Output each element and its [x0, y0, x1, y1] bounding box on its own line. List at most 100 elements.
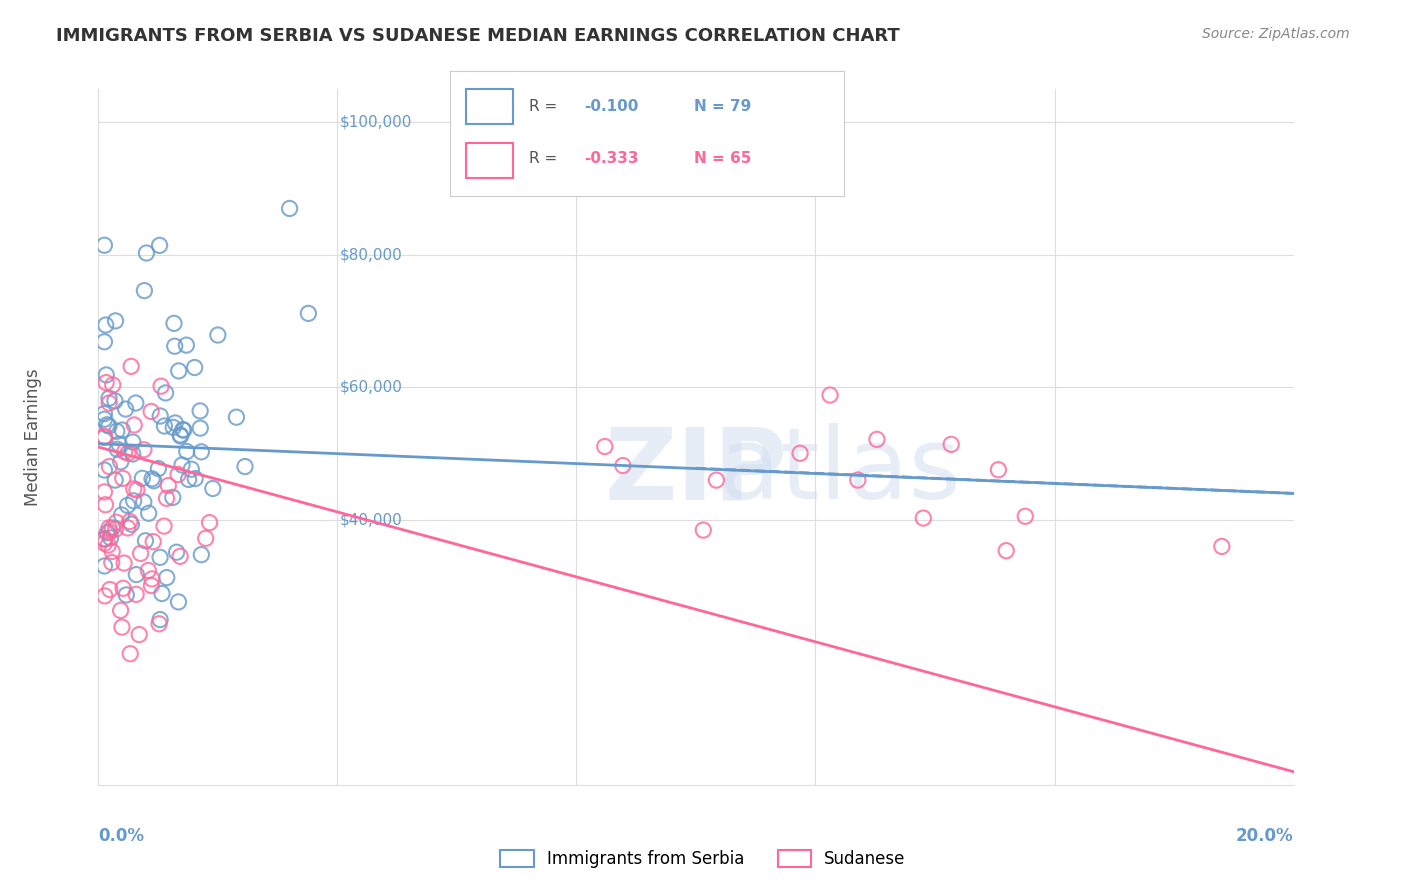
Point	[846, 473, 869, 487]
Point	[207, 328, 229, 343]
Point	[111, 423, 134, 437]
Point	[93, 430, 115, 444]
Point	[100, 556, 122, 570]
Point	[169, 428, 191, 442]
Point	[131, 471, 153, 485]
Point	[114, 402, 136, 417]
Point	[170, 458, 193, 472]
Point	[225, 410, 247, 425]
Point	[105, 424, 128, 438]
Point	[93, 536, 115, 550]
Point	[93, 533, 115, 547]
Point	[98, 396, 121, 410]
Point	[157, 478, 180, 492]
Point	[105, 516, 128, 530]
Point	[112, 582, 135, 596]
Point	[121, 447, 143, 461]
Point	[278, 202, 301, 216]
Text: Source: ZipAtlas.com: Source: ZipAtlas.com	[1202, 27, 1350, 41]
Text: N = 79: N = 79	[695, 99, 751, 114]
Point	[120, 647, 142, 661]
Point	[155, 491, 177, 506]
Text: -0.333: -0.333	[583, 152, 638, 166]
Point	[180, 462, 202, 476]
Point	[163, 339, 186, 353]
Point	[135, 246, 157, 260]
Point	[183, 360, 205, 375]
Point	[149, 613, 172, 627]
Point	[98, 524, 121, 539]
Text: $100,000: $100,000	[340, 115, 412, 130]
Point	[111, 620, 134, 634]
Point	[98, 391, 121, 405]
Point	[110, 508, 132, 522]
Point	[122, 493, 145, 508]
Point	[101, 544, 124, 558]
Point	[167, 595, 190, 609]
Point	[98, 459, 121, 474]
Point	[120, 359, 142, 374]
Point	[150, 586, 173, 600]
Point	[176, 444, 198, 458]
Point	[184, 472, 207, 486]
Point	[132, 495, 155, 509]
Point	[162, 420, 184, 434]
Point	[176, 338, 198, 352]
Point	[172, 423, 194, 437]
Point	[818, 388, 841, 402]
Point	[110, 603, 132, 617]
Point	[169, 549, 191, 564]
Text: N = 65: N = 65	[695, 152, 751, 166]
Point	[122, 417, 145, 432]
Point	[190, 445, 212, 459]
Point	[141, 404, 163, 418]
Point	[117, 446, 139, 460]
Point	[104, 473, 127, 487]
Point	[93, 429, 115, 443]
Text: R =: R =	[529, 99, 562, 114]
Point	[153, 419, 176, 434]
Text: -0.100: -0.100	[583, 99, 638, 114]
Point	[593, 440, 616, 454]
Point	[114, 444, 136, 458]
Point	[121, 435, 143, 450]
Text: $40,000: $40,000	[340, 512, 402, 527]
Text: atlas: atlas	[718, 424, 960, 520]
Point	[156, 571, 179, 585]
Point	[94, 318, 117, 332]
Point	[163, 316, 186, 330]
Point	[148, 238, 170, 252]
Point	[93, 589, 115, 603]
Point	[149, 409, 172, 423]
Point	[173, 423, 195, 437]
Point	[167, 364, 190, 378]
Point	[93, 463, 115, 477]
Point	[93, 412, 115, 426]
Point	[148, 616, 170, 631]
Point	[118, 515, 141, 529]
Point	[141, 578, 163, 592]
Point	[134, 284, 156, 298]
Point	[166, 545, 188, 559]
Point	[939, 437, 962, 451]
Point	[111, 471, 134, 485]
Point	[96, 368, 118, 382]
Point	[1014, 509, 1036, 524]
Point	[194, 531, 217, 545]
Point	[96, 417, 118, 432]
Text: R =: R =	[529, 152, 562, 166]
Point	[101, 521, 124, 535]
Point	[93, 407, 115, 421]
Point	[104, 522, 127, 536]
Point	[155, 385, 177, 400]
Point	[117, 499, 139, 513]
Point	[233, 459, 256, 474]
Point	[198, 516, 221, 530]
Point	[93, 334, 115, 349]
Point	[150, 379, 173, 393]
Point	[94, 498, 117, 512]
Text: $60,000: $60,000	[340, 380, 402, 395]
Text: Median Earnings: Median Earnings	[24, 368, 42, 506]
Text: IMMIGRANTS FROM SERBIA VS SUDANESE MEDIAN EARNINGS CORRELATION CHART: IMMIGRANTS FROM SERBIA VS SUDANESE MEDIA…	[56, 27, 900, 45]
Point	[142, 474, 165, 488]
